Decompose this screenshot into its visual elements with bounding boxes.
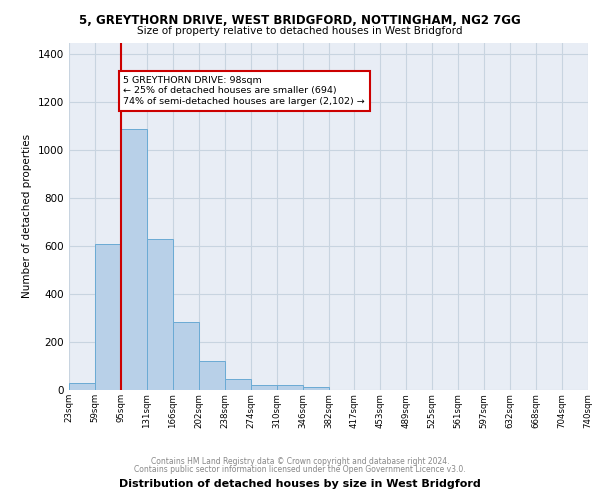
Text: Contains HM Land Registry data © Crown copyright and database right 2024.: Contains HM Land Registry data © Crown c… [151,457,449,466]
Bar [147,239,173,390]
Text: 5 GREYTHORN DRIVE: 98sqm
← 25% of detached houses are smaller (694)
74% of semi-: 5 GREYTHORN DRIVE: 98sqm ← 25% of detach… [124,76,365,106]
Bar [199,361,224,390]
Text: Size of property relative to detached houses in West Bridgford: Size of property relative to detached ho… [137,26,463,36]
Bar [277,385,302,390]
Bar [69,383,95,390]
Bar [302,387,329,390]
Text: Distribution of detached houses by size in West Bridgford: Distribution of detached houses by size … [119,479,481,489]
Bar [225,379,251,390]
Bar [121,129,147,390]
Bar [173,322,199,390]
Text: Contains public sector information licensed under the Open Government Licence v3: Contains public sector information licen… [134,465,466,474]
Bar [95,244,121,390]
Text: 5, GREYTHORN DRIVE, WEST BRIDGFORD, NOTTINGHAM, NG2 7GG: 5, GREYTHORN DRIVE, WEST BRIDGFORD, NOTT… [79,14,521,27]
Y-axis label: Number of detached properties: Number of detached properties [22,134,32,298]
Bar [251,385,277,390]
